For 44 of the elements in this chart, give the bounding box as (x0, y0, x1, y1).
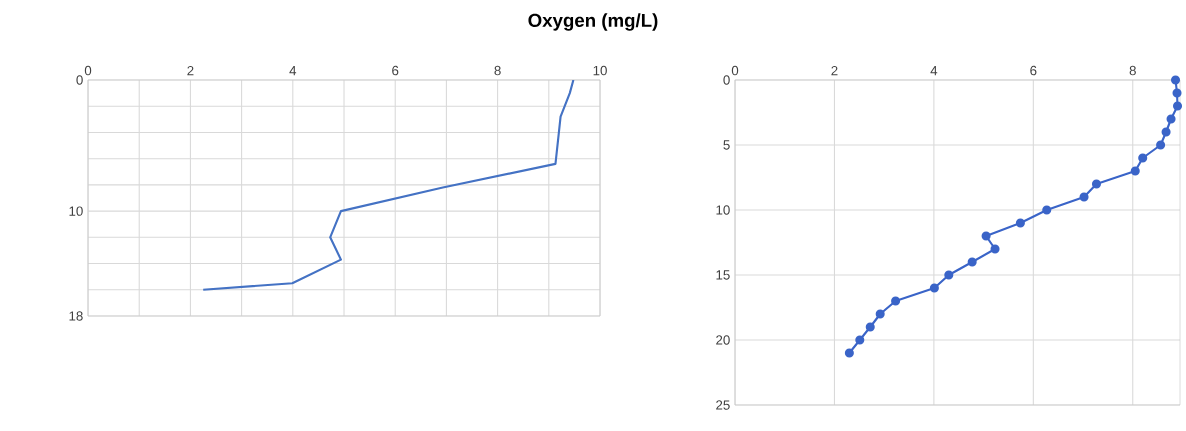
point (891, 296, 901, 306)
point (1138, 153, 1148, 163)
x-tick-label: 8 (1129, 65, 1136, 76)
point (1172, 88, 1182, 98)
y-tick-label: 25 (716, 400, 730, 410)
point (1172, 101, 1183, 111)
point (1166, 114, 1176, 124)
x-tick-label: 4 (289, 66, 297, 76)
point (981, 231, 991, 241)
x-tick-label: 2 (187, 65, 194, 76)
x-tick-label: 2 (831, 65, 838, 76)
y-tick-label: 18 (69, 311, 83, 321)
y-tick-label: 10 (69, 206, 83, 216)
point (929, 283, 939, 293)
point (844, 348, 854, 358)
y-tick-label: 20 (716, 335, 730, 345)
point (865, 322, 875, 332)
y-tick-label: 15 (716, 270, 730, 280)
x-tick-label: 0 (731, 65, 739, 76)
point (875, 309, 885, 319)
point (1161, 127, 1171, 137)
point (1130, 166, 1140, 176)
line-series (202, 80, 575, 291)
x-tick-label: 0 (84, 65, 92, 76)
y-tick-label: 10 (716, 205, 730, 215)
point (990, 244, 1000, 254)
x-tick-label: 4 (930, 66, 938, 76)
point (1156, 140, 1166, 150)
y-tick-label: 5 (723, 140, 730, 150)
y-tick-label: 0 (723, 75, 730, 85)
point (1170, 75, 1181, 85)
point (967, 257, 977, 267)
x-tick-label: 8 (494, 65, 501, 76)
x-tick-label: 6 (1030, 65, 1037, 76)
point (1015, 218, 1025, 228)
x-tick-label: 6 (392, 65, 399, 76)
chart-title: Oxygen (mg/L) (528, 13, 658, 31)
point (944, 270, 954, 280)
point (1091, 179, 1102, 189)
x-tick-label: 10 (593, 65, 607, 76)
point (855, 335, 865, 345)
point (1079, 192, 1089, 202)
y-tick-label: 0 (76, 75, 83, 85)
point (1042, 205, 1052, 215)
